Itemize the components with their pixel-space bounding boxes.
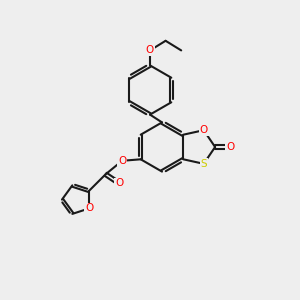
Text: O: O — [200, 125, 208, 135]
Text: S: S — [200, 159, 207, 169]
Text: O: O — [118, 156, 126, 166]
Text: O: O — [226, 142, 234, 152]
Text: O: O — [146, 45, 154, 56]
Text: O: O — [85, 203, 93, 213]
Text: O: O — [115, 178, 123, 188]
